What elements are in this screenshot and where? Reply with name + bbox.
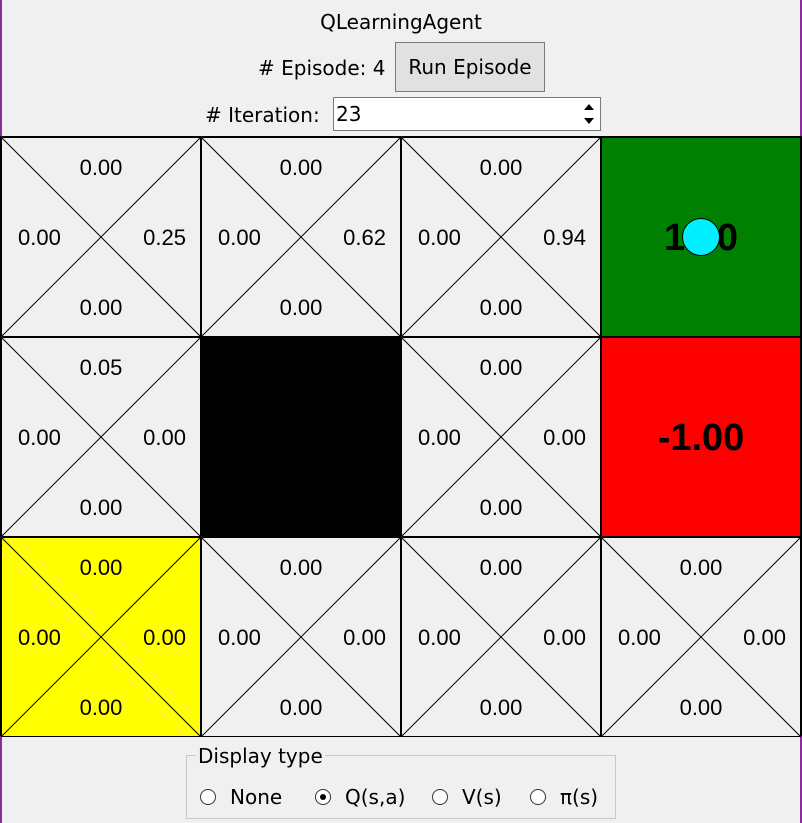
q-value-north: 0.00 <box>479 155 523 180</box>
q-value-east: 0.62 <box>343 225 386 250</box>
radio-circle-icon <box>432 789 448 805</box>
q-value-north: 0.05 <box>79 355 123 380</box>
display-type-group <box>186 755 616 819</box>
q-value-south: 0.00 <box>479 695 523 720</box>
q-value-east: 0.00 <box>143 425 186 450</box>
q-value-east: 0.00 <box>143 625 186 650</box>
state-cell: 0.00 0.00 0.00 0.00 <box>401 537 601 737</box>
state-cell: 0.00 0.00 0.00 0.00 <box>601 537 801 737</box>
radio-circle-icon <box>530 789 546 805</box>
radio-circle-icon <box>315 789 331 805</box>
radio-policy[interactable]: π(s) <box>530 783 598 811</box>
q-value-east: 0.00 <box>543 425 586 450</box>
terminal-cell: 1.00 <box>601 137 801 337</box>
cell-diagonals <box>602 538 800 736</box>
q-value-north: 0.00 <box>79 155 123 180</box>
q-value-south: 0.00 <box>79 495 123 520</box>
arrow-up-icon <box>584 104 594 110</box>
state-cell: 0.00 0.00 0.00 0.00 <box>401 337 601 537</box>
arrow-down-icon <box>584 118 594 124</box>
cell-diagonals <box>402 138 600 336</box>
state-cell: 0.00 0.00 0.25 0.00 <box>1 137 201 337</box>
start-cell: 0.00 0.00 0.00 0.00 <box>1 537 201 737</box>
q-value-west: 0.00 <box>418 625 461 650</box>
q-value-west: 0.00 <box>618 625 661 650</box>
iteration-input[interactable] <box>336 100 576 128</box>
q-value-north: 0.00 <box>79 555 123 580</box>
state-cell: 0.00 0.00 0.94 0.00 <box>401 137 601 337</box>
q-value-west: 0.00 <box>418 425 461 450</box>
q-value-north: 0.00 <box>279 155 323 180</box>
state-cell: 0.00 0.00 0.62 0.00 <box>201 137 401 337</box>
q-value-east: 0.00 <box>343 625 386 650</box>
state-cell: 0.05 0.00 0.00 0.00 <box>1 337 201 537</box>
radio-selected-dot-icon <box>320 794 326 800</box>
q-value-north: 0.00 <box>479 355 523 380</box>
spin-up-button[interactable] <box>580 100 598 114</box>
q-value-south: 0.00 <box>279 695 323 720</box>
state-cell: 0.00 0.00 0.00 0.00 <box>201 537 401 737</box>
terminal-cell: -1.00 <box>601 337 801 537</box>
q-value-west: 0.00 <box>18 425 61 450</box>
q-value-north: 0.00 <box>679 555 723 580</box>
gridworld: 0.00 0.00 0.25 0.00 0.00 0.00 0.62 0.00 0.00 0.00… <box>0 136 802 737</box>
cell-diagonals <box>202 538 400 736</box>
q-value-north: 0.00 <box>279 555 323 580</box>
q-value-north: 0.00 <box>479 555 523 580</box>
iteration-label: # Iteration: <box>205 103 320 127</box>
cell-diagonals <box>2 538 200 736</box>
iteration-spinbox[interactable] <box>333 97 601 131</box>
q-value-west: 0.00 <box>218 625 261 650</box>
q-value-south: 0.00 <box>279 295 323 320</box>
display-type-legend: Display type <box>196 743 325 769</box>
radio-circle-icon <box>200 789 216 805</box>
q-value-east: 0.25 <box>143 225 186 250</box>
radio-none[interactable]: None <box>200 783 282 811</box>
window-title: QLearningAgent <box>320 10 482 34</box>
wall-cell <box>201 337 401 537</box>
q-value-south: 0.00 <box>679 695 723 720</box>
run-episode-button[interactable]: Run Episode <box>395 42 545 92</box>
radio-policy-label: π(s) <box>560 785 599 809</box>
cell-diagonals <box>402 338 600 536</box>
q-value-east: 0.94 <box>543 225 586 250</box>
cell-diagonals <box>2 138 200 336</box>
q-value-south: 0.00 <box>79 695 123 720</box>
agent-marker <box>682 218 720 256</box>
radio-qsa-label: Q(s,a) <box>345 785 406 809</box>
cell-diagonals <box>202 138 400 336</box>
q-value-south: 0.00 <box>79 295 123 320</box>
q-value-west: 0.00 <box>418 225 461 250</box>
q-value-east: 0.00 <box>743 625 786 650</box>
cell-diagonals <box>2 338 200 536</box>
q-value-west: 0.00 <box>18 225 61 250</box>
radio-qsa[interactable]: Q(s,a) <box>315 783 405 811</box>
episode-count-label: # Episode: 4 <box>258 56 386 80</box>
q-value-west: 0.00 <box>218 225 261 250</box>
radio-vs-label: V(s) <box>462 785 502 809</box>
q-value-south: 0.00 <box>479 295 523 320</box>
q-value-south: 0.00 <box>479 495 523 520</box>
terminal-reward: -1.00 <box>657 417 745 459</box>
spin-down-button[interactable] <box>580 114 598 128</box>
cell-diagonals <box>402 538 600 736</box>
radio-vs[interactable]: V(s) <box>432 783 502 811</box>
q-value-west: 0.00 <box>18 625 61 650</box>
q-value-east: 0.00 <box>543 625 586 650</box>
radio-none-label: None <box>230 785 283 809</box>
